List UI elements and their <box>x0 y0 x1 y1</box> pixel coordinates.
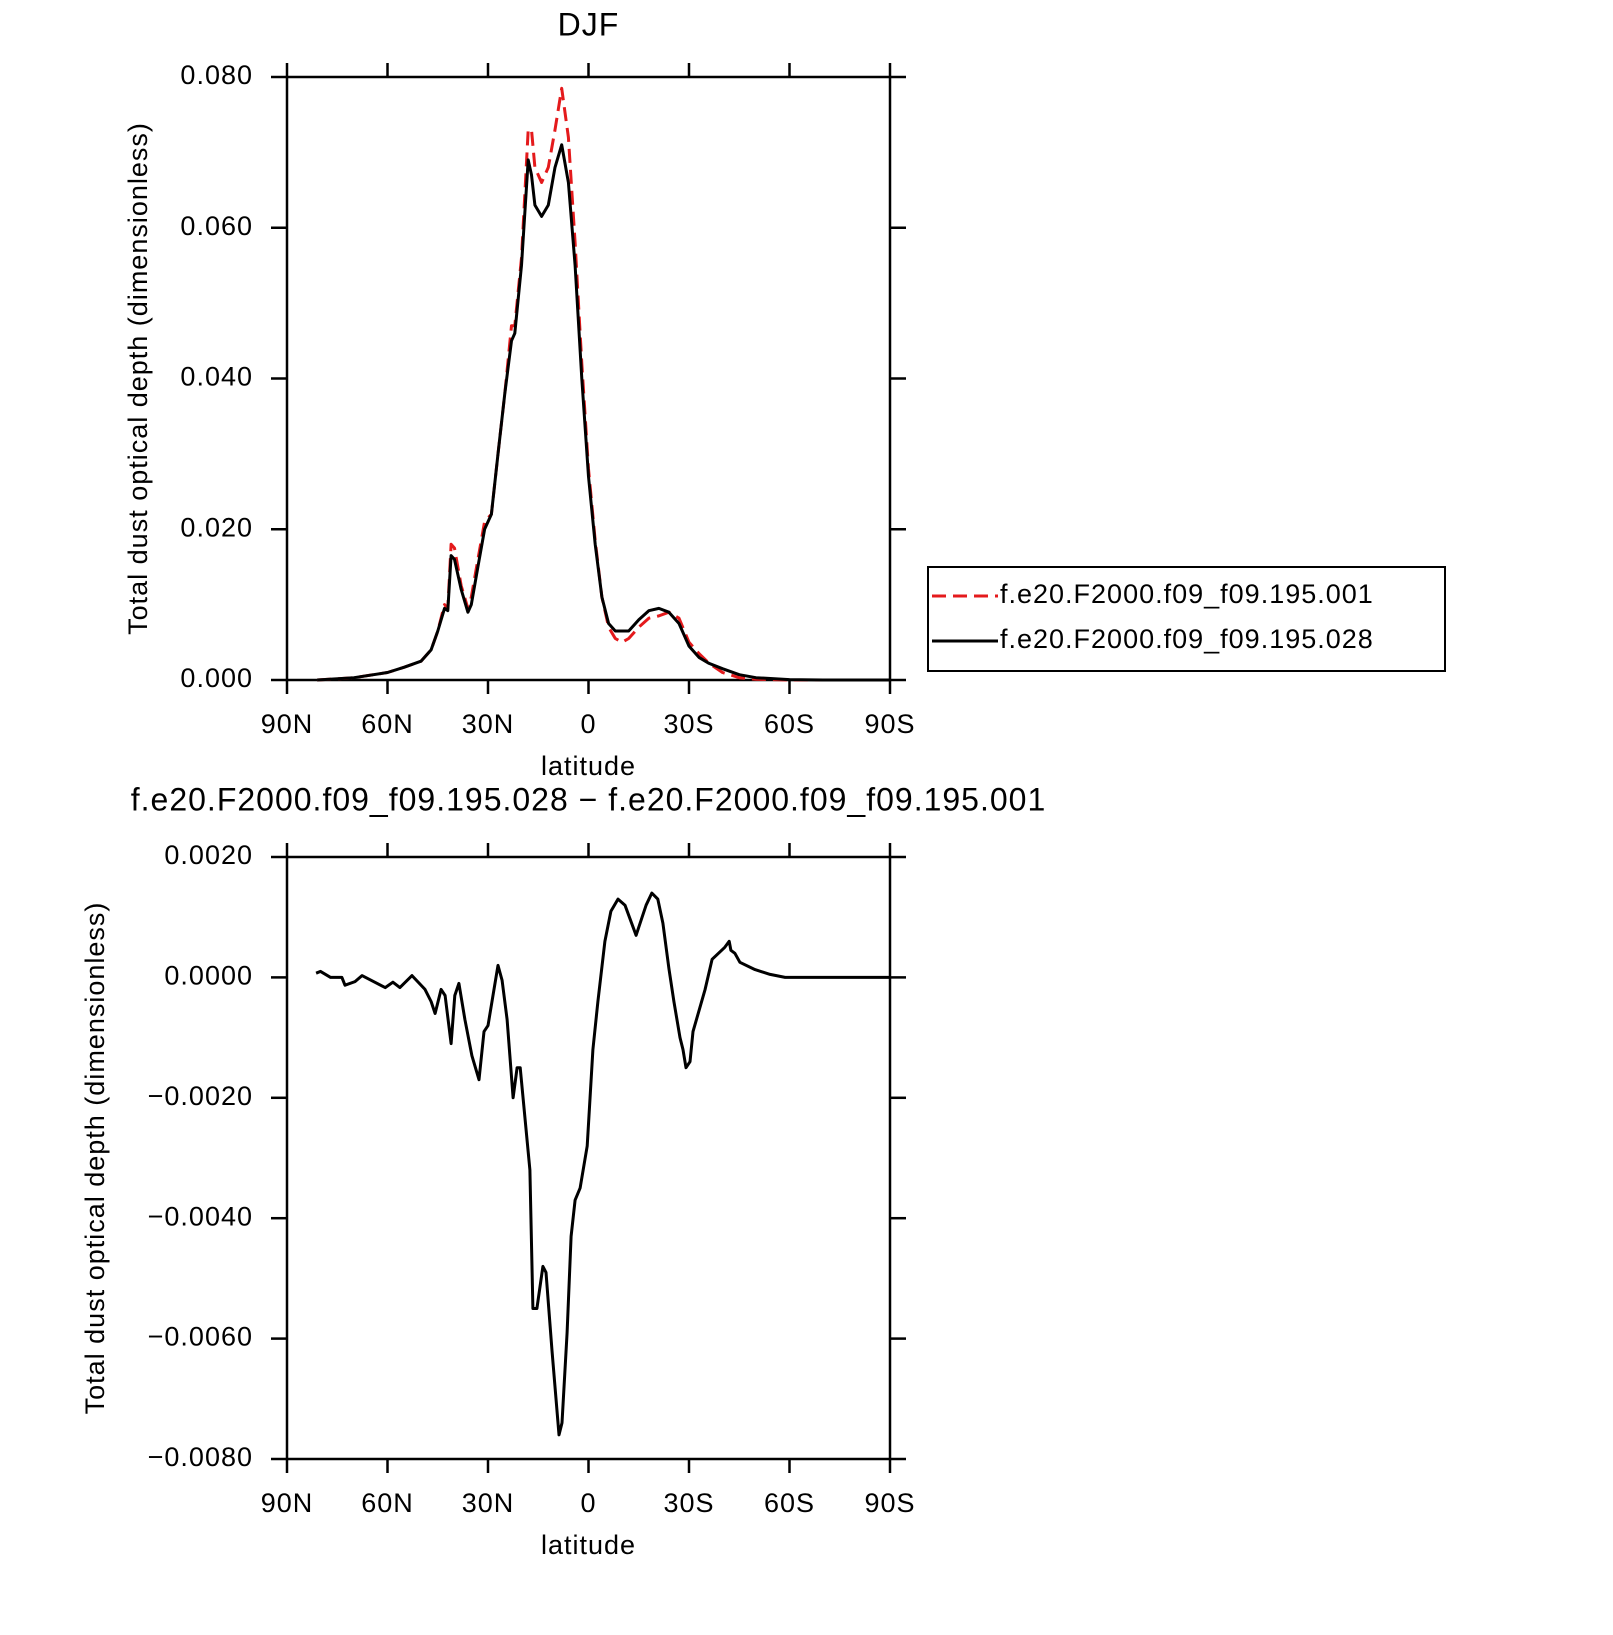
x-tick-label: 0 <box>580 709 596 739</box>
series-line <box>317 86 890 682</box>
x-tick-label: 60S <box>764 1488 815 1518</box>
series-line <box>317 143 890 682</box>
x-tick-label: 30S <box>663 1488 714 1518</box>
y-tick-label: −0.0060 <box>148 1322 253 1352</box>
y-tick-label: 0.0000 <box>164 961 253 991</box>
x-tick-label: 30S <box>663 709 714 739</box>
y-tick-label: −0.0080 <box>148 1442 253 1472</box>
x-tick-label: 0 <box>580 1488 596 1518</box>
y-tick-label: 0.040 <box>180 362 253 392</box>
x-tick-label: 90N <box>261 1488 314 1518</box>
x-axis-label: latitude <box>541 1530 636 1560</box>
x-tick-label: 60N <box>361 1488 414 1518</box>
y-tick-label: 0.0020 <box>164 840 253 870</box>
y-tick-label: 0.020 <box>180 512 253 542</box>
chart-title: f.e20.F2000.f09_f09.195.028 − f.e20.F200… <box>131 781 1047 817</box>
x-tick-label: 30N <box>462 709 515 739</box>
plot-frame <box>285 855 892 1461</box>
chart-title: DJF <box>558 6 620 42</box>
series-line <box>315 891 890 1437</box>
x-tick-label: 90S <box>864 709 915 739</box>
x-axis-label: latitude <box>541 751 636 781</box>
y-tick-label: 0.000 <box>180 663 253 693</box>
y-tick-label: −0.0040 <box>148 1201 253 1231</box>
x-tick-label: 60S <box>764 709 815 739</box>
x-tick-label: 60N <box>361 709 414 739</box>
y-axis-label: Total dust optical depth (dimensionless) <box>123 122 153 635</box>
y-tick-label: 0.060 <box>180 211 253 241</box>
x-tick-label: 30N <box>462 1488 515 1518</box>
y-tick-label: −0.0020 <box>148 1081 253 1111</box>
plot-frame <box>285 75 892 682</box>
y-axis-label: Total dust optical depth (dimensionless) <box>80 902 110 1415</box>
legend-label: f.e20.F2000.f09_f09.195.028 <box>1000 624 1374 654</box>
x-tick-label: 90N <box>261 709 314 739</box>
legend-label: f.e20.F2000.f09_f09.195.001 <box>1000 579 1374 609</box>
x-tick-label: 90S <box>864 1488 915 1518</box>
y-tick-label: 0.080 <box>180 60 253 90</box>
legend-box <box>927 566 1446 672</box>
